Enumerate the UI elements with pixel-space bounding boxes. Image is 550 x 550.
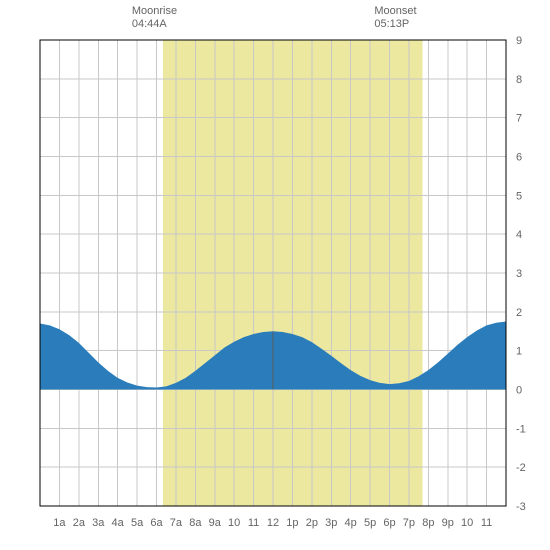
svg-text:5p: 5p [364, 517, 376, 529]
svg-text:1a: 1a [53, 517, 66, 529]
svg-text:11: 11 [481, 517, 492, 529]
svg-text:4a: 4a [112, 517, 125, 529]
svg-text:5a: 5a [131, 517, 144, 529]
svg-text:10: 10 [228, 517, 240, 529]
svg-text:6p: 6p [383, 517, 395, 529]
svg-text:9p: 9p [442, 517, 454, 529]
svg-text:-2: -2 [516, 462, 526, 474]
svg-text:2p: 2p [306, 517, 318, 529]
svg-text:5: 5 [516, 190, 522, 202]
moonset-title: Moonset [374, 5, 416, 18]
svg-text:2: 2 [516, 307, 522, 319]
svg-text:0: 0 [516, 385, 522, 397]
moonrise-title: Moonrise [132, 5, 177, 18]
svg-text:1p: 1p [286, 517, 298, 529]
svg-text:3a: 3a [92, 517, 105, 529]
svg-text:11: 11 [248, 517, 259, 529]
tide-chart: Moonrise 04:44A Moonset 05:13P 1a2a3a4a5… [0, 0, 550, 550]
svg-text:2a: 2a [73, 517, 86, 529]
svg-text:7p: 7p [403, 517, 415, 529]
svg-text:1: 1 [516, 346, 522, 358]
svg-text:8a: 8a [189, 517, 202, 529]
svg-text:8: 8 [516, 74, 522, 86]
moonset-annotation: Moonset 05:13P [374, 5, 416, 31]
svg-text:9: 9 [516, 35, 522, 47]
svg-text:9a: 9a [209, 517, 222, 529]
svg-text:8p: 8p [422, 517, 434, 529]
svg-text:7a: 7a [170, 517, 183, 529]
svg-text:4p: 4p [345, 517, 357, 529]
svg-text:10: 10 [461, 517, 473, 529]
svg-text:3: 3 [516, 268, 522, 280]
svg-text:6: 6 [516, 152, 522, 164]
moonset-time: 05:13P [374, 18, 416, 31]
svg-text:3p: 3p [325, 517, 337, 529]
chart-svg: 1a2a3a4a5a6a7a8a9a1011121p2p3p4p5p6p7p8p… [0, 0, 550, 550]
moonrise-annotation: Moonrise 04:44A [132, 5, 177, 31]
svg-text:12: 12 [267, 517, 279, 529]
svg-text:4: 4 [516, 229, 522, 241]
svg-text:-1: -1 [516, 423, 526, 435]
moonrise-time: 04:44A [132, 18, 177, 31]
svg-text:6a: 6a [150, 517, 163, 529]
svg-text:-3: -3 [516, 501, 526, 513]
svg-text:7: 7 [516, 113, 522, 125]
